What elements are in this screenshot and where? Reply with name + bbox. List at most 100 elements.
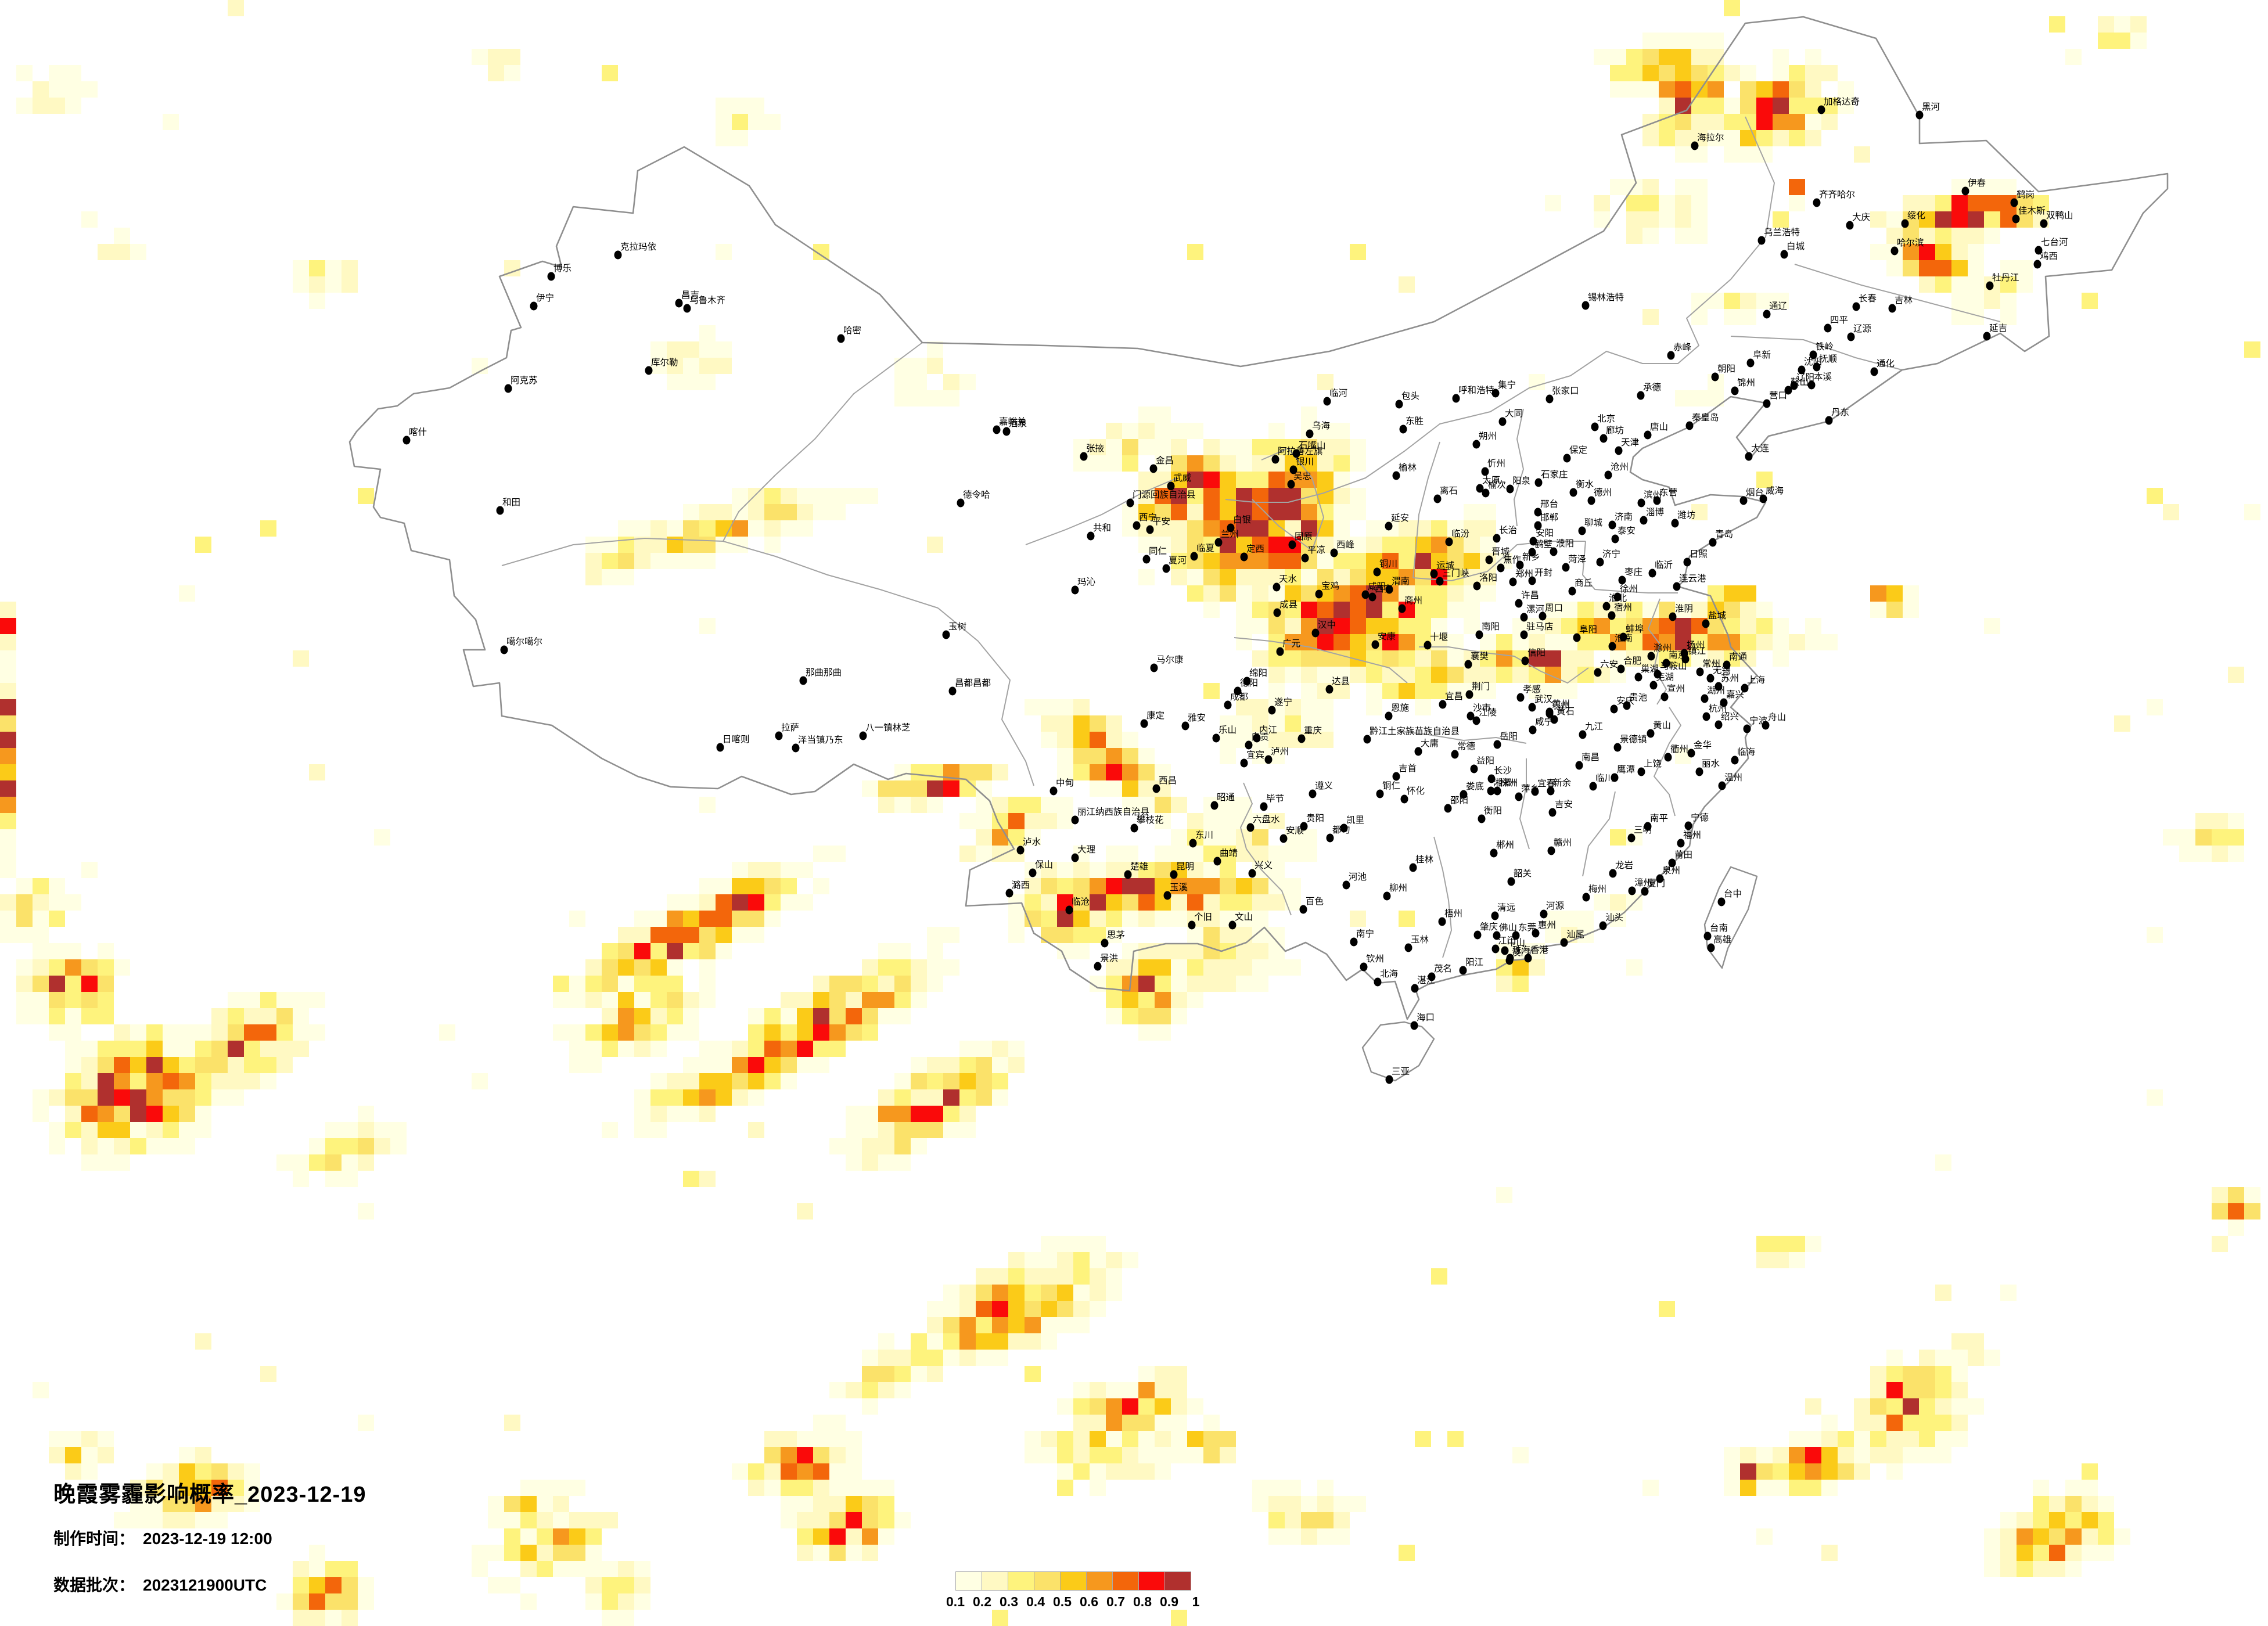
heat-cell [1138, 423, 1155, 439]
heat-cell [585, 1512, 602, 1528]
heat-cell [569, 1561, 585, 1577]
city-dot [1653, 496, 1661, 505]
city-dot [1667, 351, 1675, 360]
heat-cell [959, 780, 976, 797]
heat-cell [1951, 228, 1968, 244]
heat-cell [228, 1024, 244, 1041]
city-label: 锦州 [1737, 377, 1755, 388]
heat-cell [1691, 195, 1708, 211]
heat-cell [1106, 911, 1122, 927]
city-label: 温州 [1724, 772, 1742, 783]
heat-cell [618, 553, 634, 569]
city-dot [1888, 304, 1896, 313]
heat-cell [2114, 715, 2130, 732]
city-dot [1065, 905, 1073, 915]
heat-cell [1675, 602, 1691, 618]
city-label: 河池 [1349, 872, 1367, 882]
heat-cell [293, 650, 309, 667]
heat-cell [650, 341, 667, 358]
city-label: 苏州 [1721, 673, 1739, 684]
city-dot [1190, 552, 1198, 561]
heat-cell [520, 1593, 537, 1610]
heat-cell [1220, 537, 1236, 553]
city-label: 毕节 [1266, 793, 1284, 804]
city-dot [1516, 560, 1524, 570]
heat-cell [2065, 1512, 2082, 1528]
heat-cell [650, 1122, 667, 1138]
heat-cell [1561, 683, 1577, 699]
heat-cell [81, 211, 98, 228]
heat-cell [634, 1008, 650, 1024]
heat-cell [1919, 228, 1935, 244]
heat-cell [894, 1089, 911, 1106]
city-dot [1433, 494, 1442, 503]
heat-cell [1122, 780, 1138, 797]
heat-cell [1854, 1398, 1870, 1415]
heat-cell [976, 797, 992, 813]
city-dot [1516, 693, 1525, 702]
heat-cell [569, 992, 585, 1008]
heat-cell [911, 1122, 927, 1138]
heat-cell [699, 927, 716, 943]
heat-cell [1090, 1398, 1106, 1415]
city-label: 拉萨 [781, 722, 799, 733]
heat-cell [1773, 650, 1789, 667]
heat-cell [1155, 1024, 1171, 1041]
heat-cell [1317, 537, 1334, 553]
heat-cell [1561, 650, 1577, 667]
city-label: 那曲那曲 [806, 667, 842, 678]
city-label: 洛阳 [1479, 573, 1497, 583]
city-dot [1005, 888, 1013, 898]
province-border [1654, 707, 1681, 816]
city-dot [1691, 141, 1699, 150]
heat-cell [699, 374, 716, 390]
heat-cell [634, 1041, 650, 1057]
heat-cell [569, 1057, 585, 1073]
city-label: 白银 [1233, 515, 1252, 525]
heat-cell [716, 130, 732, 146]
heat-cell [179, 1057, 195, 1073]
heat-cell [1138, 878, 1155, 894]
heat-cell [667, 943, 683, 959]
heat-cell [602, 1512, 618, 1528]
heat-cell [1642, 33, 1659, 49]
heat-cell [1187, 862, 1203, 878]
city-label: 邯郸 [1540, 512, 1558, 523]
heat-cell [927, 959, 943, 976]
heat-cell [1301, 455, 1317, 472]
heat-cell [813, 1431, 829, 1447]
city-dot [1214, 538, 1223, 547]
heat-cell [1171, 1366, 1187, 1382]
heat-cell [1122, 1398, 1138, 1415]
city-dot [1608, 642, 1616, 651]
heat-cell [1675, 228, 1691, 244]
city-dot [1723, 660, 1731, 670]
heat-cell [829, 1463, 846, 1480]
heat-cell [1285, 1496, 1301, 1512]
heat-cell [1073, 1268, 1090, 1285]
heat-cell [862, 1528, 878, 1545]
heat-cell [911, 992, 927, 1008]
heat-cell [211, 1073, 228, 1089]
heat-cell [33, 894, 49, 911]
city-label: 榆林 [1399, 462, 1417, 473]
city-label: 承德 [1643, 382, 1661, 393]
heat-cell [1252, 618, 1268, 634]
heat-cell [1187, 569, 1203, 585]
heat-cell [1756, 1252, 1773, 1268]
city-dot [1847, 332, 1855, 341]
city-label: 北海 [1380, 969, 1398, 979]
city-dot [1512, 931, 1520, 940]
heat-cell [602, 569, 618, 585]
heat-cell [1203, 683, 1220, 699]
heat-cell [1317, 472, 1334, 488]
heat-cell [2114, 16, 2130, 33]
heat-cell [2017, 276, 2033, 293]
heat-cell [1919, 1415, 1935, 1431]
heat-cell [146, 1024, 163, 1041]
heat-cell [1399, 650, 1415, 667]
heat-cell [862, 992, 878, 1008]
heat-cell [1187, 1398, 1203, 1415]
heat-cell [1236, 634, 1252, 650]
city-label: 宜春 [1537, 778, 1555, 789]
